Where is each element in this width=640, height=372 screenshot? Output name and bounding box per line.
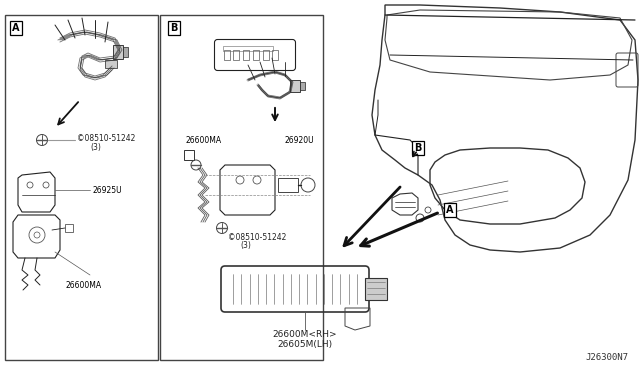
- Bar: [65, 224, 73, 232]
- Text: 26600MA: 26600MA: [65, 280, 101, 289]
- Bar: [243, 50, 249, 60]
- Bar: [262, 50, 269, 60]
- Text: 26605M(LH): 26605M(LH): [277, 340, 333, 349]
- Text: 26600MA: 26600MA: [185, 135, 221, 144]
- Text: A: A: [12, 23, 20, 33]
- Text: (3): (3): [240, 241, 251, 250]
- Bar: [223, 50, 230, 60]
- Text: 26925U: 26925U: [92, 186, 122, 195]
- Text: 26920U: 26920U: [285, 135, 315, 144]
- Bar: [300, 82, 305, 90]
- Text: J26300N7: J26300N7: [585, 353, 628, 362]
- Bar: [113, 45, 123, 59]
- Bar: [273, 50, 278, 60]
- Bar: [160, 15, 323, 360]
- Text: B: B: [170, 23, 178, 33]
- Bar: [184, 150, 194, 160]
- Bar: [365, 278, 387, 300]
- Text: (3): (3): [90, 142, 101, 151]
- Text: 26600M<RH>: 26600M<RH>: [273, 330, 337, 339]
- Bar: [5, 15, 158, 360]
- Bar: [223, 45, 273, 51]
- Bar: [234, 50, 239, 60]
- Bar: [123, 47, 128, 57]
- Text: ©08510-51242: ©08510-51242: [228, 232, 286, 241]
- Bar: [278, 178, 298, 192]
- Text: A: A: [446, 205, 454, 215]
- Bar: [253, 50, 259, 60]
- Bar: [105, 60, 117, 68]
- Text: ©08510-51242: ©08510-51242: [77, 134, 136, 142]
- Text: B: B: [414, 143, 422, 153]
- Bar: [290, 80, 300, 92]
